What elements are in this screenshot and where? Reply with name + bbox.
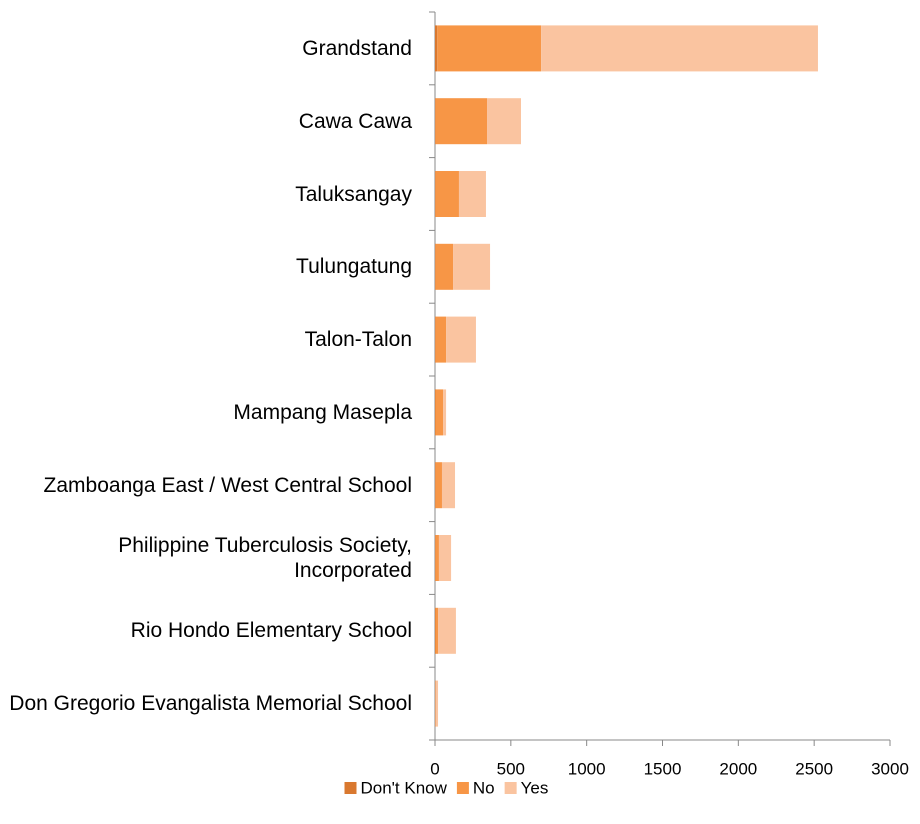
legend-swatch [504, 782, 517, 794]
x-tick-label: 0 [430, 759, 439, 778]
bar-segment [435, 243, 436, 290]
bar-segment [435, 316, 436, 363]
bar-segment [435, 98, 488, 145]
x-tick-label: 2500 [795, 759, 833, 778]
legend-label: Don't Know [361, 778, 448, 797]
bar-segment [435, 98, 436, 145]
bar-segment [437, 25, 542, 72]
category-label: Talon-Talon [304, 328, 412, 352]
bar-segment [435, 607, 439, 654]
category-label: Zamboanga East / West Central School [43, 473, 412, 497]
x-tick-label: 500 [497, 759, 525, 778]
bar-segment [453, 243, 491, 290]
category-label: Tulungatung [296, 255, 412, 279]
category-label: Rio Hondo Elementary School [130, 619, 412, 643]
category-label: Grandstand [302, 36, 412, 60]
category-label: Mampang Masepla [233, 400, 412, 424]
category-label: Don Gregorio Evangalista Memorial School [9, 692, 412, 716]
bar-segment [435, 462, 436, 509]
x-tick-label: 1000 [568, 759, 606, 778]
bar-segment [438, 607, 456, 654]
bar-segment [435, 171, 459, 217]
legend-label: No [473, 778, 495, 797]
legend-label: Yes [521, 778, 549, 797]
bar-segment [435, 25, 438, 72]
bar-segment [541, 25, 818, 72]
bar-segment [443, 389, 447, 436]
x-tick-label: 1500 [644, 759, 682, 778]
bar-segment [441, 462, 456, 509]
bar-segment [435, 535, 436, 581]
category-label: Philippine Tuberculosis Society, Incorpo… [118, 534, 412, 582]
bar-segment [435, 243, 454, 290]
x-tick-label: 2000 [719, 759, 757, 778]
bar-segment [446, 316, 476, 363]
category-label: Cawa Cawa [298, 109, 412, 133]
bar-segment [435, 462, 442, 509]
bar-segment [435, 316, 447, 363]
bar-segment [435, 171, 436, 217]
x-tick-label: 3000 [871, 759, 909, 778]
category-label: Taluksangay [295, 182, 412, 206]
bar-segment [435, 389, 444, 436]
legend-swatch [456, 782, 469, 794]
legend-swatch [344, 782, 357, 794]
bar-segment [458, 171, 486, 217]
bar-segment [487, 98, 521, 145]
bar-segment [438, 535, 452, 581]
bar-segment [435, 680, 439, 727]
bar-segment [435, 535, 439, 581]
